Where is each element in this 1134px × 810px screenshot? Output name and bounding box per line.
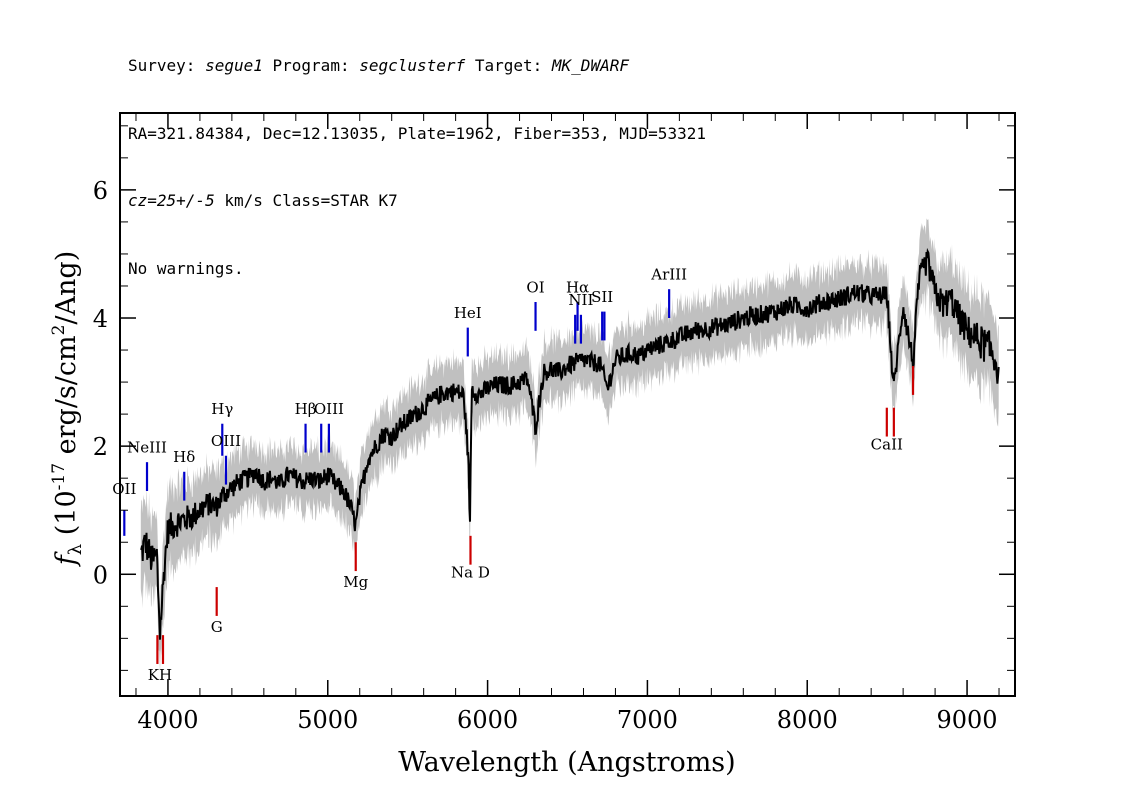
- header-line-survey: Survey: segue1 Program: segclusterf Targ…: [128, 55, 706, 78]
- spectrum-line: [139, 247, 1000, 640]
- line-label-Hβ: Hβ: [295, 400, 317, 418]
- axes: 4000 5000 6000 7000 8000 9000 0 2 4 6: [93, 113, 1015, 734]
- line-label-NII: NII: [568, 291, 593, 309]
- line-label-OIII: OIII: [314, 400, 344, 418]
- x-tick-label: 8000: [777, 706, 838, 734]
- line-label-CaII: CaII: [871, 435, 903, 453]
- line-label-Hγ: Hγ: [211, 400, 233, 418]
- program-label: Program:: [272, 56, 350, 75]
- program-value: segclusterf: [359, 56, 466, 75]
- y-tick-label: 6: [93, 177, 108, 205]
- y-label-close: /Ang): [51, 251, 82, 325]
- target-label: Target:: [474, 56, 543, 75]
- cz-value: cz=25+/-5: [128, 191, 215, 210]
- class-value: km/s Class=STAR K7: [214, 191, 398, 210]
- y-axis-label: fλ (10-17 erg/s/cm2/Ang): [49, 251, 86, 567]
- line-label-Hα: Hα: [566, 278, 589, 296]
- line-label-G: G: [211, 618, 223, 636]
- survey-value: segue1: [205, 56, 263, 75]
- y-label-mid: erg/s/cm: [51, 335, 82, 463]
- y-label-open: (10: [51, 490, 82, 543]
- x-axis-label: Wavelength (Angstroms): [398, 747, 735, 778]
- line-label-Mg: Mg: [343, 573, 368, 591]
- line-label-ArIII: ArIII: [650, 266, 687, 284]
- y-tick-label: 4: [93, 305, 108, 333]
- line-label-NeIII: NeIII: [127, 439, 167, 457]
- line-label-HeI: HeI: [454, 304, 482, 322]
- header-line-redshift: cz=25+/-5 km/s Class=STAR K7: [128, 190, 706, 213]
- spectrum-header: Survey: segue1 Program: segclusterf Targ…: [128, 10, 706, 303]
- y-label-sub: λ: [65, 544, 86, 555]
- plot-frame: [119, 112, 1016, 697]
- x-tick-label: 6000: [457, 706, 518, 734]
- y-tick-label: 2: [93, 433, 108, 461]
- line-label-OI: OI: [526, 278, 544, 296]
- x-tick-label: 7000: [617, 706, 678, 734]
- x-tick-label: 5000: [297, 706, 358, 734]
- survey-label: Survey:: [128, 56, 196, 75]
- header-line-coordinates: RA=321.84384, Dec=12.13035, Plate=1962, …: [128, 123, 706, 143]
- line-label-OIII: OIII: [211, 432, 241, 450]
- line-label-OII: OII: [112, 480, 136, 498]
- error-band: [140, 218, 999, 674]
- y-label-exp2: 2: [49, 325, 69, 336]
- line-label-Na-D: Na D: [451, 563, 490, 581]
- target-value: MK_DWARF: [551, 56, 629, 75]
- line-label-Hδ: Hδ: [173, 448, 195, 466]
- y-label-exp: -17: [49, 463, 69, 490]
- header-line-warnings: No warnings.: [128, 258, 244, 278]
- x-tick-label: 4000: [137, 706, 198, 734]
- x-tick-label: 9000: [937, 706, 998, 734]
- line-label-KH: KH: [148, 666, 172, 684]
- line-label-SII: SII: [591, 288, 613, 306]
- y-tick-label: 0: [93, 561, 108, 589]
